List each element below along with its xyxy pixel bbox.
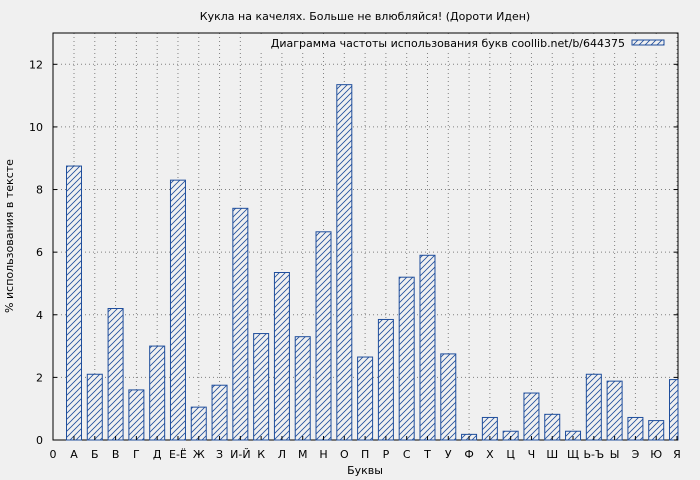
bar xyxy=(523,392,540,441)
bar xyxy=(606,380,623,441)
y-axis-label: % использования в тексте xyxy=(3,159,16,313)
x-tick-label: О xyxy=(340,448,349,461)
x-tick-label: Х xyxy=(486,448,494,461)
bar xyxy=(294,336,311,441)
x-tick-label: Ж xyxy=(193,448,205,461)
bar xyxy=(107,308,124,441)
x-tick-label: Я xyxy=(673,448,681,461)
y-tick-label: 6 xyxy=(36,246,43,259)
x-tick-label: П xyxy=(361,448,369,461)
x-tick-label: С xyxy=(403,448,411,461)
x-tick-label: Ф xyxy=(464,448,473,461)
x-tick-label: Щ xyxy=(567,448,579,461)
y-tick-labels: 0 2 4 6 8 10 12 xyxy=(29,58,678,447)
bar xyxy=(66,165,82,441)
bar xyxy=(169,179,186,441)
legend-swatch xyxy=(631,39,665,46)
x-tick-label: М xyxy=(298,448,308,461)
x-tick-label: Ц xyxy=(506,448,515,461)
bar xyxy=(315,231,332,441)
x-tick-label: Ь-Ъ xyxy=(583,448,604,461)
x-tick-label: Р xyxy=(383,448,390,461)
y-tick-label: 4 xyxy=(36,309,43,322)
bar xyxy=(398,276,415,441)
y-tick-label: 10 xyxy=(29,121,43,134)
bar xyxy=(273,272,290,441)
bar xyxy=(357,356,374,441)
x-tick-label: Ы xyxy=(610,448,620,461)
x-tick-label: Ш xyxy=(546,448,558,461)
x-tick-label: Н xyxy=(319,448,327,461)
legend-label: Диаграмма частоты использования букв coo… xyxy=(271,37,625,50)
bar xyxy=(377,318,394,441)
x-tick-labels: А Б В Г Д Е-Ё Ж З И-Й К Л М Н О П Р С Т У Ф Х Ц Ч Ш Щ Ь-Ъ Ы Э Ю Я xyxy=(70,436,681,461)
y-tick-label: 8 xyxy=(36,184,43,197)
x-tick-label: А xyxy=(70,448,78,461)
y-tick-label: 2 xyxy=(36,371,43,384)
bar xyxy=(86,373,103,441)
x-tick-label: Ч xyxy=(528,448,536,461)
x-tick-label: Ю xyxy=(650,448,662,461)
x-tick-label: Л xyxy=(278,448,286,461)
x-origin-label: 0 xyxy=(50,448,57,461)
legend-box xyxy=(242,36,673,50)
x-tick-label: В xyxy=(112,448,120,461)
bar xyxy=(669,379,679,441)
y-tick-label: 0 xyxy=(36,434,43,447)
x-tick-label: Э xyxy=(632,448,640,461)
bar xyxy=(419,254,436,441)
bar xyxy=(232,207,249,441)
x-axis-label: Буквы xyxy=(347,464,383,477)
x-tick-label: З xyxy=(216,448,223,461)
bar xyxy=(253,333,270,441)
bars xyxy=(66,84,679,441)
bar xyxy=(336,84,353,441)
grid-lines xyxy=(53,33,678,440)
x-tick-label: Г xyxy=(133,448,140,461)
bar xyxy=(149,345,166,441)
x-tick-label: И-Й xyxy=(230,448,250,461)
x-tick-label: Д xyxy=(153,448,162,461)
bar xyxy=(211,384,228,441)
y-tick-label: 12 xyxy=(29,58,43,71)
bar xyxy=(440,353,457,441)
x-tick-label: Т xyxy=(423,448,431,461)
bar xyxy=(585,373,602,441)
x-tick-label: Б xyxy=(91,448,99,461)
x-tick-label: У xyxy=(445,448,452,461)
bar xyxy=(128,389,145,441)
x-tick-label: Е-Ё xyxy=(169,448,187,461)
chart-title: Кукла на качелях. Больше не влюбляйся! (… xyxy=(200,10,530,23)
bar xyxy=(190,406,207,441)
x-tick-label: К xyxy=(257,448,265,461)
legend: Диаграмма частоты использования букв coo… xyxy=(242,36,673,50)
